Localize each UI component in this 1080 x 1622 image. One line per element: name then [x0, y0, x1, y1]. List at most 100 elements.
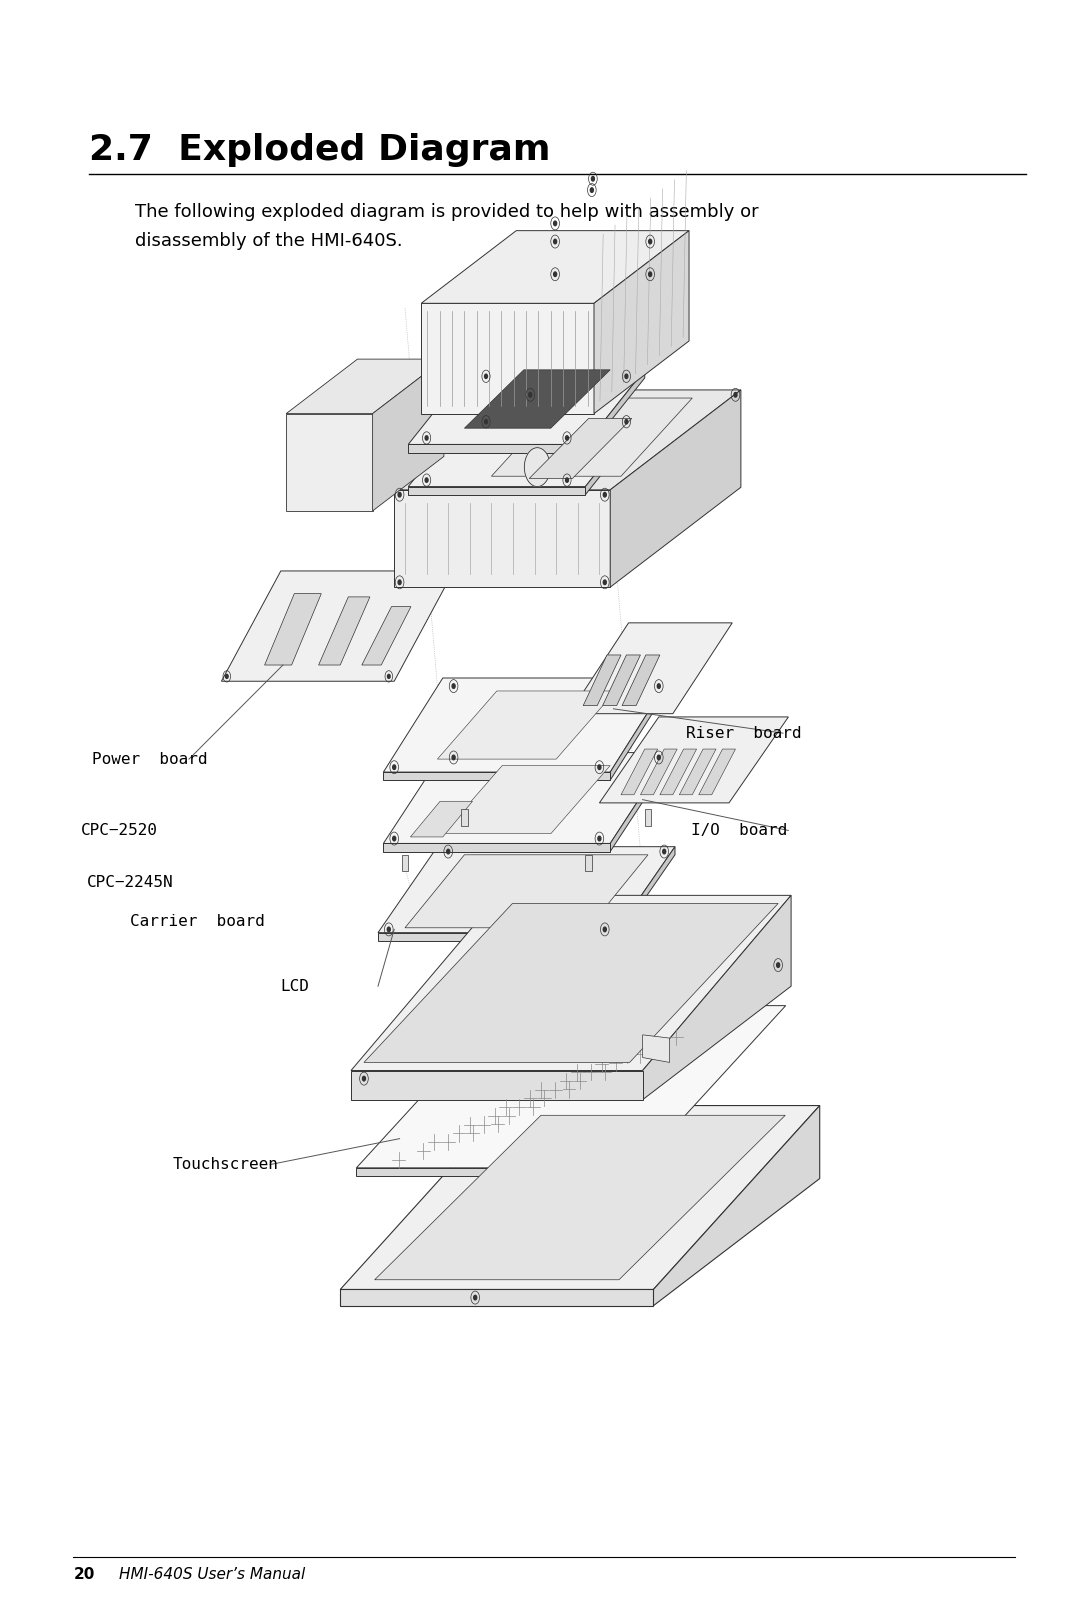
Circle shape [485, 420, 487, 423]
Text: CPC−2245N: CPC−2245N [86, 874, 173, 890]
Circle shape [393, 837, 395, 840]
Polygon shape [351, 895, 791, 1071]
Circle shape [554, 272, 556, 276]
Polygon shape [569, 623, 732, 714]
Polygon shape [585, 370, 645, 453]
Polygon shape [599, 717, 788, 803]
Circle shape [663, 850, 665, 853]
Polygon shape [383, 678, 670, 772]
Circle shape [525, 448, 551, 487]
Polygon shape [408, 370, 645, 444]
Circle shape [399, 581, 401, 584]
Polygon shape [340, 1289, 653, 1306]
Circle shape [734, 393, 737, 397]
Polygon shape [603, 655, 640, 706]
Circle shape [485, 375, 487, 378]
Circle shape [226, 675, 228, 678]
Text: 2.7  Exploded Diagram: 2.7 Exploded Diagram [89, 133, 550, 167]
Circle shape [604, 493, 606, 496]
Polygon shape [616, 847, 675, 941]
Circle shape [529, 393, 531, 397]
Polygon shape [364, 903, 778, 1062]
Polygon shape [645, 809, 651, 826]
Circle shape [777, 963, 780, 967]
Polygon shape [437, 691, 616, 759]
Polygon shape [622, 655, 660, 706]
Circle shape [566, 436, 568, 440]
Text: LCD: LCD [281, 978, 310, 994]
Polygon shape [378, 847, 675, 933]
Polygon shape [421, 230, 689, 303]
Polygon shape [653, 1106, 820, 1306]
Text: Riser  board: Riser board [686, 725, 801, 741]
Polygon shape [443, 766, 610, 834]
Circle shape [598, 837, 600, 840]
Text: The following exploded diagram is provided to help with assembly or: The following exploded diagram is provid… [135, 203, 758, 221]
Circle shape [591, 188, 593, 193]
Circle shape [426, 478, 428, 482]
Polygon shape [594, 230, 689, 414]
Polygon shape [319, 597, 370, 665]
Polygon shape [679, 749, 716, 795]
Polygon shape [351, 1071, 643, 1100]
Polygon shape [408, 412, 645, 487]
Circle shape [453, 756, 455, 759]
Polygon shape [362, 607, 411, 665]
Circle shape [592, 177, 594, 182]
Text: CPC−2520: CPC−2520 [81, 822, 158, 839]
Polygon shape [394, 490, 610, 587]
Circle shape [625, 420, 627, 423]
Polygon shape [356, 1168, 637, 1176]
Polygon shape [610, 678, 670, 780]
Polygon shape [410, 801, 473, 837]
Circle shape [453, 684, 455, 688]
Polygon shape [610, 389, 741, 587]
Polygon shape [356, 1006, 786, 1168]
Polygon shape [408, 487, 585, 495]
Circle shape [393, 766, 395, 769]
Circle shape [388, 675, 390, 678]
Polygon shape [405, 855, 648, 928]
Circle shape [649, 240, 651, 243]
Circle shape [566, 478, 568, 482]
Polygon shape [585, 412, 645, 495]
Polygon shape [640, 749, 677, 795]
Polygon shape [378, 933, 616, 941]
Polygon shape [643, 895, 791, 1100]
Polygon shape [286, 414, 373, 511]
Circle shape [554, 221, 556, 225]
Circle shape [658, 684, 660, 688]
Circle shape [625, 375, 627, 378]
Circle shape [604, 581, 606, 584]
Polygon shape [402, 855, 408, 871]
Circle shape [554, 240, 556, 243]
Polygon shape [529, 418, 632, 478]
Text: Touchscreen: Touchscreen [173, 1156, 279, 1173]
Circle shape [658, 756, 660, 759]
Polygon shape [373, 358, 444, 511]
Polygon shape [383, 753, 670, 843]
Polygon shape [383, 772, 610, 780]
Circle shape [399, 493, 401, 496]
Polygon shape [394, 389, 741, 490]
Polygon shape [643, 1035, 670, 1062]
Polygon shape [421, 303, 594, 414]
Circle shape [604, 928, 606, 931]
Circle shape [447, 850, 449, 853]
Text: 20: 20 [73, 1567, 95, 1581]
Text: HMI-640S User’s Manual: HMI-640S User’s Manual [119, 1567, 305, 1581]
Circle shape [598, 766, 600, 769]
Text: Carrier  board: Carrier board [130, 913, 265, 929]
Circle shape [388, 928, 390, 931]
Circle shape [474, 1296, 476, 1299]
Polygon shape [699, 749, 735, 795]
Polygon shape [621, 749, 658, 795]
Polygon shape [583, 655, 621, 706]
Circle shape [426, 436, 428, 440]
Polygon shape [491, 397, 692, 477]
Circle shape [649, 272, 651, 276]
Text: disassembly of the HMI-640S.: disassembly of the HMI-640S. [135, 232, 403, 250]
Circle shape [363, 1077, 365, 1080]
Polygon shape [221, 571, 454, 681]
Polygon shape [286, 358, 444, 414]
